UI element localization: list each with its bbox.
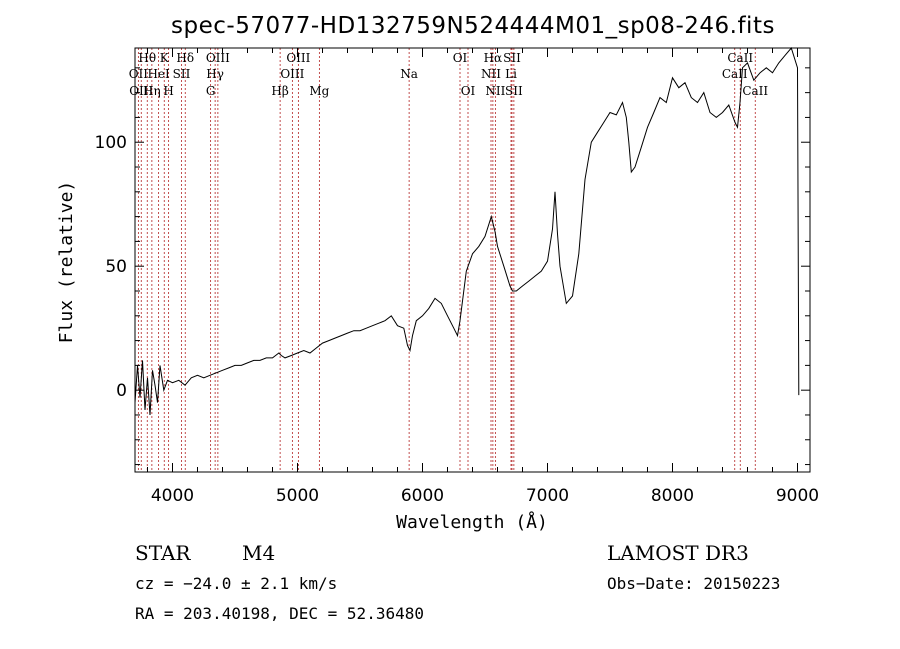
y-tick-label: 100 xyxy=(95,133,127,153)
x-tick-label: 4000 xyxy=(151,486,194,506)
y-axis-ticks: 0 50 100 xyxy=(95,67,810,466)
coordinates: RA = 203.40198, DEC = 52.36480 xyxy=(135,604,424,623)
emission-line-label: Hθ xyxy=(138,51,156,65)
y-tick-label: 0 xyxy=(116,381,127,401)
emission-line-label: Hα xyxy=(484,51,503,65)
emission-line-label: G xyxy=(206,84,216,98)
plot-frame xyxy=(134,47,811,473)
emission-line-label: SII xyxy=(505,84,523,98)
survey-name: LAMOST DR3 xyxy=(607,541,749,565)
emission-line-label: NII xyxy=(485,84,505,98)
emission-line-label: Hγ xyxy=(206,67,224,81)
emission-line-label: OI xyxy=(461,84,476,98)
emission-line-label: Mg xyxy=(309,84,329,98)
emission-line-label: OIII xyxy=(206,51,230,65)
x-tick-label: 9000 xyxy=(776,486,819,506)
observation-date: Obs−Date: 20150223 xyxy=(607,574,780,593)
emission-line-label: Hβ xyxy=(271,84,288,98)
emission-line-label: NII xyxy=(481,67,501,81)
emission-line-label: H xyxy=(163,84,173,98)
emission-line-label: Hη xyxy=(143,84,161,98)
emission-line-label: Na xyxy=(400,67,418,81)
emission-line-label: CaII xyxy=(722,67,748,81)
y-tick-label: 50 xyxy=(105,257,127,277)
emission-line-label: Li xyxy=(505,67,517,81)
x-tick-label: 7000 xyxy=(526,486,569,506)
emission-line-label: HeI xyxy=(147,67,170,81)
emission-line-label: CaII xyxy=(742,84,768,98)
emission-line-label: SII xyxy=(173,67,191,81)
emission-line-label: K xyxy=(160,51,170,65)
redshift-velocity: cz = −24.0 ± 2.1 km/s xyxy=(135,574,337,593)
emission-line-label: SII xyxy=(503,51,521,65)
emission-line-label: Hδ xyxy=(176,51,194,65)
object-class: STAR xyxy=(135,541,191,565)
x-tick-label: 8000 xyxy=(651,486,694,506)
y-axis-label: Flux (relative) xyxy=(56,181,77,344)
emission-line-label: CaII xyxy=(727,51,753,65)
emission-line-label: OI xyxy=(453,51,468,65)
emission-line-label: OIII xyxy=(286,51,310,65)
emission-lines xyxy=(137,48,756,472)
x-tick-label: 5000 xyxy=(276,486,319,506)
emission-line-label: OIII xyxy=(280,67,304,81)
spectrum-line xyxy=(134,46,800,416)
x-axis-ticks: 4000 5000 6000 7000 8000 9000 xyxy=(147,48,819,506)
emission-line-label: OII xyxy=(129,67,149,81)
x-axis-label: Wavelength (Å) xyxy=(396,511,548,533)
chart-title: spec-57077-HD132759N524444M01_sp08-246.f… xyxy=(171,13,775,39)
x-tick-label: 6000 xyxy=(401,486,444,506)
object-subclass: M4 xyxy=(242,541,275,565)
